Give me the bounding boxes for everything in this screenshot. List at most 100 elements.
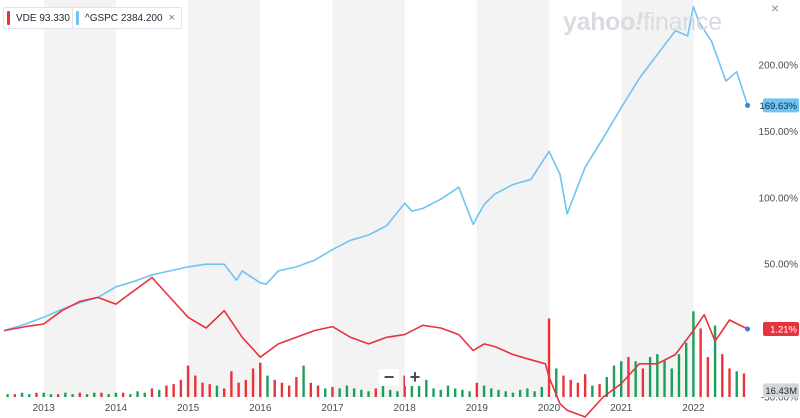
gspc-price-badge: 169.63% <box>759 101 797 112</box>
volume-bar <box>100 392 103 397</box>
volume-bar <box>324 388 327 397</box>
volume-bar <box>656 354 659 397</box>
logo-finance: finance <box>643 8 722 36</box>
remove-comparison-icon[interactable]: × <box>168 12 175 24</box>
volume-bar <box>526 388 529 397</box>
volume-bar <box>417 382 421 397</box>
volume-bar <box>78 392 81 397</box>
volume-bar <box>280 382 284 397</box>
x-tick-label: 2020 <box>538 403 561 414</box>
volume-bar <box>13 394 17 397</box>
volume-bar <box>158 389 161 397</box>
volume-bar <box>143 392 146 397</box>
volume-bar <box>338 388 341 397</box>
year-band-2017 <box>332 0 405 397</box>
volume-bar <box>598 384 601 397</box>
series-line-gspc <box>3 5 749 332</box>
legend-chip-gspc[interactable]: ^GSPC 2384.200 × <box>72 7 182 29</box>
volume-bar <box>497 389 500 397</box>
volume-bar <box>208 384 211 397</box>
y-tick-label: 200.00% <box>759 61 799 72</box>
x-tick-label: 2015 <box>177 403 200 414</box>
volume-bar <box>121 392 125 397</box>
x-tick-label: 2013 <box>33 403 56 414</box>
volume-bar <box>511 392 515 397</box>
volume-bar <box>425 379 428 397</box>
volume-bar <box>114 392 118 397</box>
volume-bar <box>331 387 334 397</box>
volume-bar <box>562 375 565 397</box>
x-tick-label: 2014 <box>105 403 128 414</box>
volume-bar <box>230 371 233 397</box>
volume-bar <box>194 375 197 397</box>
volume-bar <box>432 388 435 397</box>
volume-bar <box>259 362 262 397</box>
volume-bar <box>20 392 24 397</box>
volume-bar <box>403 375 406 397</box>
volume-bar <box>309 382 313 397</box>
volume-bar <box>670 368 673 397</box>
volume-bar <box>172 384 175 397</box>
volume-bar <box>352 388 356 397</box>
vde-color-swatch <box>7 11 10 25</box>
volume-bar <box>735 371 738 397</box>
legend-symbol-vde: VDE <box>16 12 37 24</box>
volume-bar <box>186 365 190 397</box>
volume-bar <box>482 385 486 397</box>
volume-bar <box>576 382 580 397</box>
volume-bar <box>396 391 399 397</box>
volume-bar <box>627 357 630 397</box>
zoom-out-button[interactable]: − <box>379 368 399 386</box>
volume-bar <box>316 385 320 397</box>
volume-bar <box>490 388 493 397</box>
volume-bar <box>641 368 645 397</box>
year-band-2019 <box>476 0 550 397</box>
volume-bar <box>56 394 60 397</box>
legend-chip-vde[interactable]: VDE 93.330 <box>3 7 77 29</box>
volume-bar <box>555 368 558 397</box>
volume-bar <box>569 379 572 397</box>
volume-bar <box>251 368 255 397</box>
volume-bar <box>49 394 53 397</box>
volume-bar <box>295 377 298 397</box>
volume-bar <box>648 357 652 397</box>
volume-bar <box>591 385 594 397</box>
volume-bar <box>468 391 471 397</box>
volume-bar <box>273 379 276 397</box>
volume-bar <box>634 361 637 397</box>
last-point-vde <box>745 326 751 332</box>
legend-value-vde: 93.330 <box>39 12 70 24</box>
zoom-in-button[interactable]: + <box>405 368 425 386</box>
yahoo-finance-logo: yahoo!finance <box>563 8 722 37</box>
x-tick-label: 2019 <box>466 403 489 414</box>
close-icon[interactable]: × <box>771 0 780 16</box>
series-line-vde <box>3 276 748 418</box>
volume-badge: 16.43M <box>765 386 797 397</box>
volume-bar <box>677 354 681 397</box>
volume-bar <box>692 311 695 397</box>
volume-bar <box>266 375 269 397</box>
volume-bar <box>706 357 710 397</box>
y-tick-label: -50.00% <box>761 393 798 404</box>
volume-bar <box>107 394 110 397</box>
volume-bar <box>620 361 623 397</box>
volume-bar <box>381 385 385 397</box>
gspc-price-badge-bg <box>763 98 799 113</box>
volume-bar <box>461 389 464 397</box>
volume-bar <box>699 328 702 397</box>
volume-bar <box>439 389 442 397</box>
volume-bar <box>165 385 168 397</box>
volume-bar <box>713 325 717 397</box>
volume-bar <box>129 394 132 397</box>
volume-bar <box>475 382 479 397</box>
volume-bar <box>612 365 616 397</box>
volume-bar <box>150 388 154 397</box>
last-point-gspc <box>745 102 751 108</box>
volume-bar <box>215 385 219 397</box>
series-lines <box>3 5 751 418</box>
vde-price-badge: 1.21% <box>770 325 797 336</box>
volume-bar <box>583 374 587 397</box>
vde-price-badge-bg <box>763 322 799 337</box>
x-tick-label: 2022 <box>682 403 705 414</box>
